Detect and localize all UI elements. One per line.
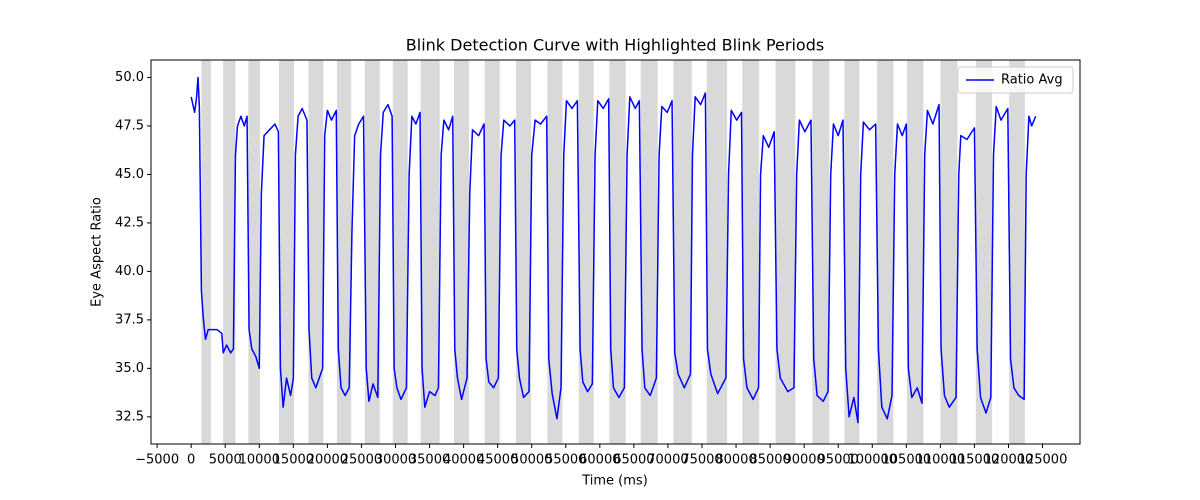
- blink-span: [706, 60, 728, 444]
- blink-span: [609, 60, 626, 444]
- y-axis-label: Eye Aspect Ratio: [90, 197, 105, 307]
- axes-frame: [150, 59, 1081, 445]
- x-tick-label: 90000: [783, 453, 824, 468]
- blink-span: [907, 60, 924, 444]
- x-tick-label: 85000: [749, 453, 790, 468]
- x-tick-label: 15000: [273, 453, 314, 468]
- blink-span: [420, 60, 440, 444]
- blink-span: [877, 60, 894, 444]
- x-tick-label: 45000: [477, 453, 518, 468]
- blink-span: [742, 60, 760, 444]
- x-tick-label: 70000: [647, 453, 688, 468]
- y-tick-label: 32.5: [115, 409, 144, 424]
- x-tick-label: 115000: [950, 453, 1000, 468]
- legend-box: [957, 66, 1074, 94]
- x-tick-label: 110000: [916, 453, 966, 468]
- blink-span: [775, 60, 796, 444]
- x-tick-label: 35000: [409, 453, 450, 468]
- blink-span: [364, 60, 380, 444]
- x-tick-label: 60000: [579, 453, 620, 468]
- x-tick-label: −5000: [135, 453, 179, 468]
- y-tick-label: 45.0: [115, 167, 144, 182]
- blink-spans: [201, 60, 1025, 444]
- y-tick-label: 35.0: [115, 361, 144, 376]
- y-tick-label: 47.5: [115, 118, 144, 133]
- chart-title: Blink Detection Curve with Highlighted B…: [406, 36, 824, 55]
- legend-label: Ratio Avg: [1001, 73, 1063, 88]
- blink-span: [975, 60, 993, 444]
- y-tick-label: 37.5: [115, 312, 144, 327]
- blink-span: [279, 60, 295, 444]
- x-tick-label: 50000: [511, 453, 552, 468]
- blink-span: [578, 60, 594, 444]
- blink-span: [940, 60, 958, 444]
- x-tick-label: 105000: [882, 453, 932, 468]
- x-axis-label: Time (ms): [581, 474, 648, 489]
- x-tick-label: 120000: [984, 453, 1034, 468]
- data-line: [190, 76, 1037, 424]
- y-tick-label: 40.0: [115, 264, 144, 279]
- blink-span: [248, 60, 260, 444]
- x-tick-label: 30000: [375, 453, 416, 468]
- x-tick-label: 40000: [443, 453, 484, 468]
- x-tick-label: 0: [187, 453, 195, 468]
- blink-span: [336, 60, 352, 444]
- legend: Ratio Avg: [957, 66, 1074, 94]
- blink-span: [223, 60, 236, 444]
- x-tick-label: 95000: [818, 453, 859, 468]
- blink-span: [1009, 60, 1025, 444]
- blink-span: [640, 60, 658, 444]
- blink-span: [392, 60, 408, 444]
- blink-span: [201, 60, 211, 444]
- x-tick-label: 5000: [209, 453, 242, 468]
- x-tick-label: 100000: [847, 453, 897, 468]
- x-tick-label: 65000: [613, 453, 654, 468]
- x-tick-label: 125000: [1018, 453, 1068, 468]
- blink-span: [484, 60, 500, 444]
- blink-span: [308, 60, 324, 444]
- blink-span: [673, 60, 692, 444]
- plot: [190, 76, 1037, 424]
- blink-span: [547, 60, 563, 444]
- x-tick-label: 80000: [715, 453, 756, 468]
- x-tick-label: 55000: [545, 453, 586, 468]
- y-tick-label: 42.5: [115, 215, 144, 230]
- y-tick-label: 50.0: [115, 70, 144, 85]
- x-tick-label: 10000: [239, 453, 280, 468]
- x-tick-label: 20000: [307, 453, 348, 468]
- blink-span: [516, 60, 532, 444]
- x-tick-label: 75000: [681, 453, 722, 468]
- blink-span: [812, 60, 830, 444]
- blink-span: [844, 60, 860, 444]
- blink-span: [454, 60, 470, 444]
- x-tick-label: 25000: [341, 453, 382, 468]
